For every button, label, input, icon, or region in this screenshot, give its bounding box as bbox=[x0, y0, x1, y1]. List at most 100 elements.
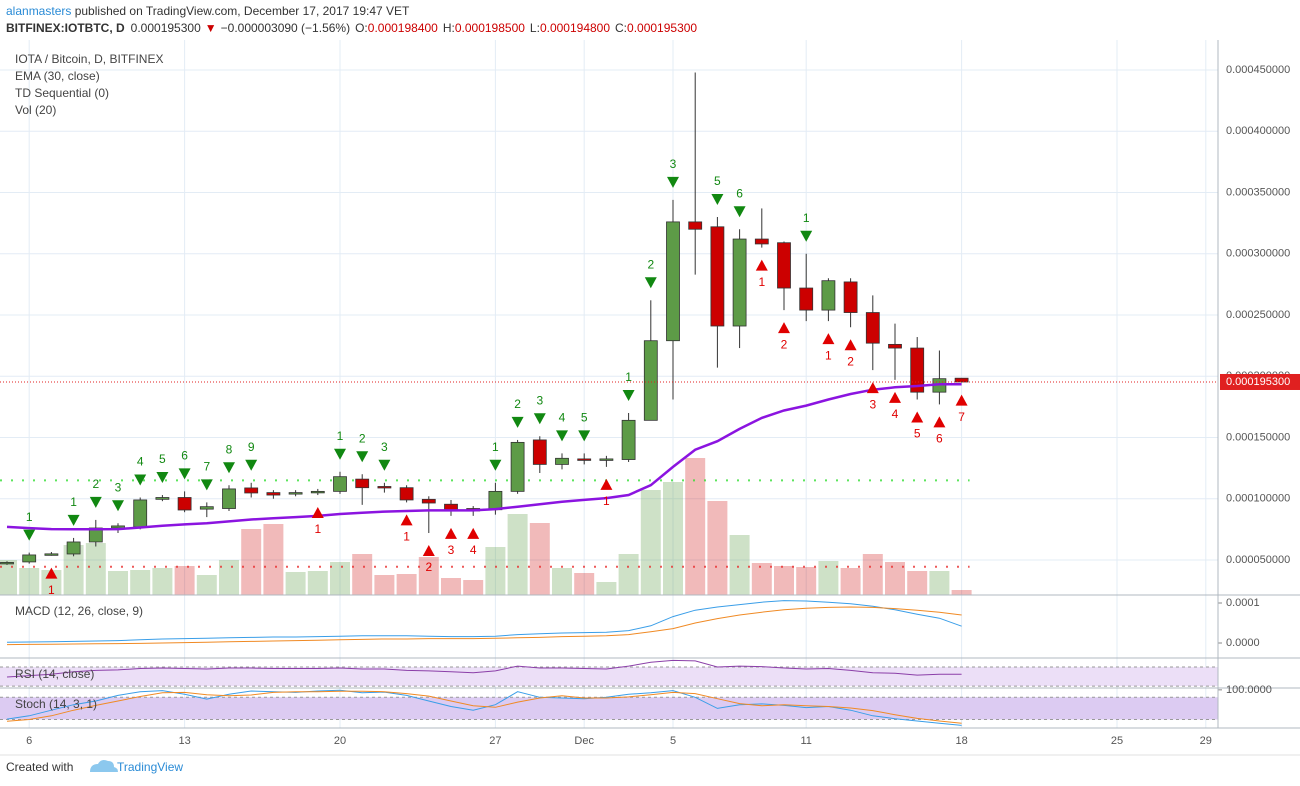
td-count: 1 bbox=[803, 211, 810, 225]
y-tick-label: 100.0000 bbox=[1226, 684, 1272, 696]
y-tick-label: 0.000050000 bbox=[1226, 554, 1290, 566]
ohlc-label: O: bbox=[355, 21, 368, 35]
volume-bar bbox=[285, 572, 306, 595]
footer-brand[interactable]: TradingView bbox=[117, 760, 183, 774]
volume-bar bbox=[796, 567, 817, 595]
candle-body bbox=[333, 476, 347, 492]
td-count: 6 bbox=[181, 449, 188, 463]
candle-body bbox=[133, 499, 148, 528]
td-count: 4 bbox=[137, 455, 144, 469]
volume-bar bbox=[485, 547, 506, 595]
td-count: 3 bbox=[869, 397, 876, 411]
footer-text: Created with bbox=[6, 760, 73, 774]
author[interactable]: alanmasters bbox=[6, 4, 71, 18]
volume-bar bbox=[374, 575, 395, 595]
td-arrow bbox=[578, 430, 591, 442]
td-count: 4 bbox=[559, 411, 566, 425]
td-count: 1 bbox=[825, 348, 832, 362]
x-tick-label: 11 bbox=[800, 735, 811, 747]
td-arrow bbox=[644, 277, 657, 289]
td-arrow bbox=[889, 391, 901, 403]
volume-bar bbox=[108, 571, 128, 595]
td-count: 8 bbox=[226, 442, 233, 456]
volume-bar bbox=[774, 566, 794, 595]
td-count: 1 bbox=[314, 522, 321, 536]
volume-bar bbox=[130, 570, 151, 595]
pane-title: MACD (12, 26, close, 9) bbox=[15, 604, 143, 618]
candle-body bbox=[555, 457, 569, 465]
td-count: 7 bbox=[203, 460, 210, 474]
volume-bar bbox=[640, 490, 661, 595]
volume-bar bbox=[818, 561, 839, 595]
td-count: 2 bbox=[92, 477, 99, 491]
candle-body bbox=[88, 527, 103, 543]
candle-body bbox=[688, 221, 703, 230]
candle-body bbox=[222, 488, 236, 509]
candle-body bbox=[266, 492, 281, 496]
candle-body bbox=[643, 340, 658, 421]
volume-bar bbox=[885, 562, 905, 595]
volume-bar bbox=[196, 575, 217, 595]
x-tick-label: 18 bbox=[955, 735, 967, 747]
y-tick-label: 0.0000 bbox=[1226, 637, 1260, 649]
candle-body bbox=[22, 554, 37, 563]
change: −0.000003090 (−1.56%) bbox=[221, 21, 350, 35]
td-arrow bbox=[112, 500, 124, 512]
candle-body bbox=[488, 490, 503, 511]
legend-entry: TD Sequential (0) bbox=[15, 86, 109, 100]
y-tick-label: 0.000250000 bbox=[1226, 309, 1290, 321]
td-arrow bbox=[400, 514, 413, 526]
td-arrow bbox=[911, 411, 924, 423]
volume-bar bbox=[552, 568, 572, 595]
pane-title: Stoch (14, 3, 1) bbox=[15, 697, 97, 711]
volume-bar bbox=[529, 523, 550, 595]
volume-bar bbox=[463, 580, 484, 595]
last-price-label: 0.000195300 bbox=[1226, 376, 1290, 388]
td-arrow bbox=[489, 459, 502, 471]
candle-body bbox=[377, 486, 392, 489]
td-arrow bbox=[445, 527, 457, 539]
last-price-box bbox=[1220, 373, 1300, 390]
x-tick-label: 6 bbox=[26, 735, 32, 747]
td-count: 6 bbox=[936, 432, 943, 446]
td-count: 4 bbox=[892, 407, 899, 421]
td-arrow bbox=[778, 322, 790, 334]
candle-body bbox=[66, 541, 81, 555]
td-arrow bbox=[200, 479, 213, 491]
candle-body bbox=[177, 497, 192, 511]
volume-bar bbox=[663, 482, 683, 595]
td-count: 2 bbox=[647, 257, 654, 271]
td-count: 1 bbox=[625, 370, 632, 384]
td-arrow bbox=[755, 259, 768, 271]
td-arrow bbox=[311, 507, 324, 519]
ohlc-label: H: bbox=[443, 21, 455, 35]
td-arrow bbox=[733, 206, 746, 218]
td-arrow bbox=[467, 527, 480, 539]
td-count: 1 bbox=[603, 494, 610, 508]
candle-body bbox=[199, 506, 214, 510]
candle-body bbox=[710, 226, 725, 327]
x-tick-label: 20 bbox=[334, 735, 346, 747]
td-arrow bbox=[334, 448, 346, 460]
td-arrow bbox=[245, 459, 258, 471]
plot-bg bbox=[0, 40, 1218, 728]
candle-body bbox=[355, 478, 370, 489]
ohlc-value: 0.000195300 bbox=[627, 21, 697, 35]
x-tick-label: 13 bbox=[178, 735, 190, 747]
indicator-line bbox=[6, 659, 962, 678]
symbol-line: BITFINEX:IOTBTC, D 0.000195300 ▼ −0.0000030… bbox=[6, 21, 697, 35]
volume-bar bbox=[729, 535, 750, 595]
td-arrow bbox=[955, 394, 968, 406]
td-arrow bbox=[67, 514, 80, 526]
candle-body bbox=[732, 238, 747, 327]
volume-bar bbox=[751, 563, 772, 595]
candle-body bbox=[599, 458, 614, 461]
td-count: 1 bbox=[26, 510, 33, 524]
candle-body bbox=[777, 242, 791, 289]
x-tick-label: 29 bbox=[1200, 735, 1212, 747]
volume-bar bbox=[219, 560, 239, 595]
td-arrow bbox=[533, 413, 546, 425]
td-count: 3 bbox=[381, 440, 388, 454]
ohlc-label: L: bbox=[530, 21, 540, 35]
td-count: 3 bbox=[115, 480, 122, 494]
